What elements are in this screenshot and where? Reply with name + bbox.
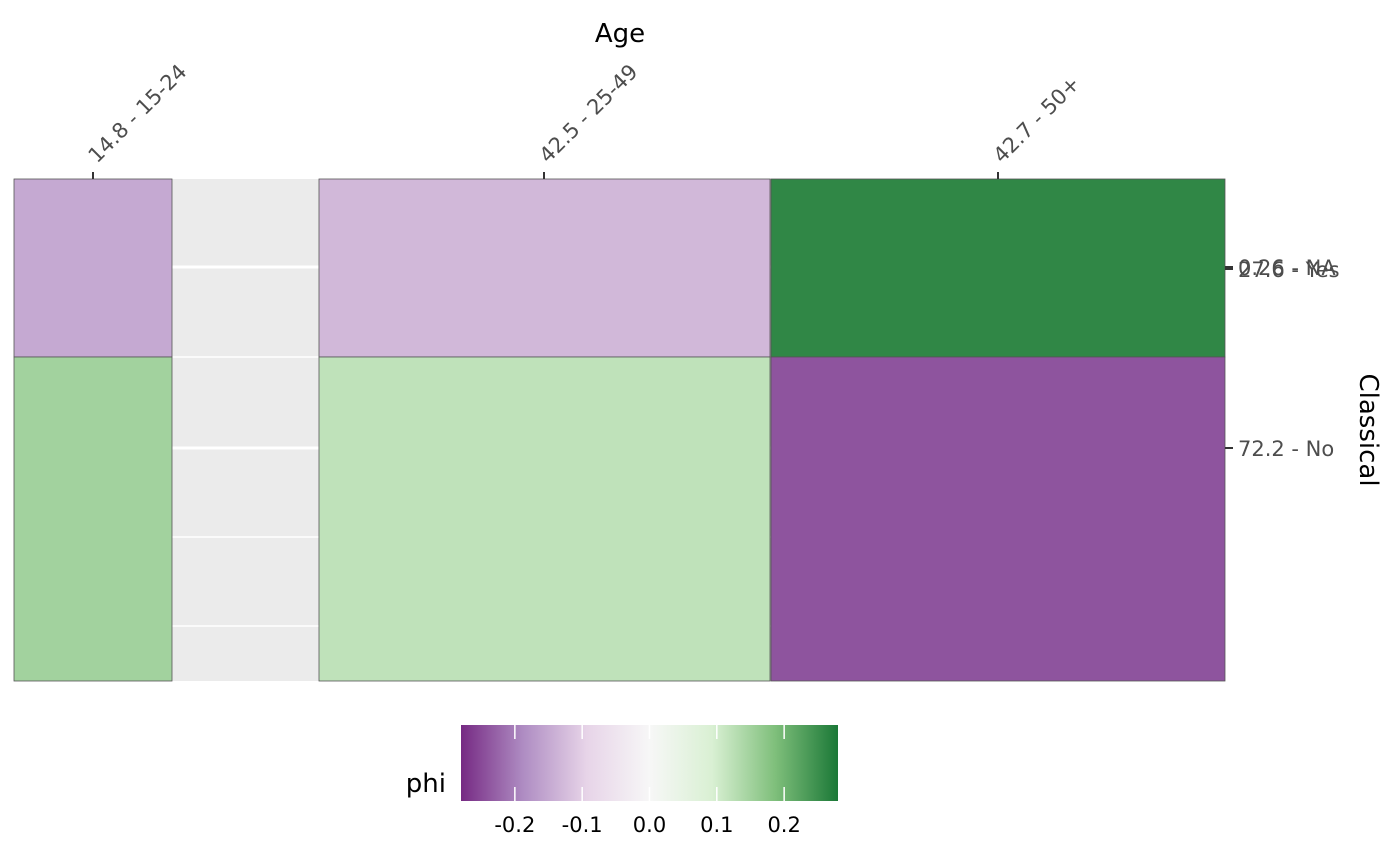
y-tick-label: 27.6 - Yes — [1238, 258, 1340, 282]
color-legend: phi -0.2 -0.1 0.0 0.1 0.2 — [406, 725, 838, 837]
heatmap-cell — [13, 178, 173, 358]
heatmap-cell — [318, 178, 771, 358]
x-tick-label: 14.8 - 15-24 — [84, 60, 192, 168]
x-axis-title: Age — [595, 19, 645, 49]
x-axis: 14.8 - 15-24 42.5 - 25-49 42.7 - 50+ — [84, 60, 1085, 179]
heatmap-cell — [13, 356, 173, 682]
heatmap-cell — [318, 356, 771, 682]
heatmap-cell — [770, 178, 1226, 358]
y-tick-label: 0.26 - NA — [1238, 256, 1336, 280]
x-tick-label: 42.7 - 50+ — [989, 71, 1085, 167]
legend-tick-label: -0.1 — [562, 813, 603, 837]
legend-tick-label: 0.2 — [767, 813, 800, 837]
heatmap-cell — [770, 356, 1226, 682]
legend-tick-label: 0.0 — [633, 813, 666, 837]
y-axis-title: Classical — [1353, 373, 1383, 486]
x-tick-label: 42.5 - 25-49 — [535, 60, 643, 168]
y-tick-label: 72.2 - No — [1238, 437, 1334, 461]
heatmap-cells — [13, 178, 1226, 682]
legend-tick-label: -0.2 — [494, 813, 535, 837]
legend-title: phi — [406, 769, 446, 799]
legend-tick-label: 0.1 — [700, 813, 733, 837]
